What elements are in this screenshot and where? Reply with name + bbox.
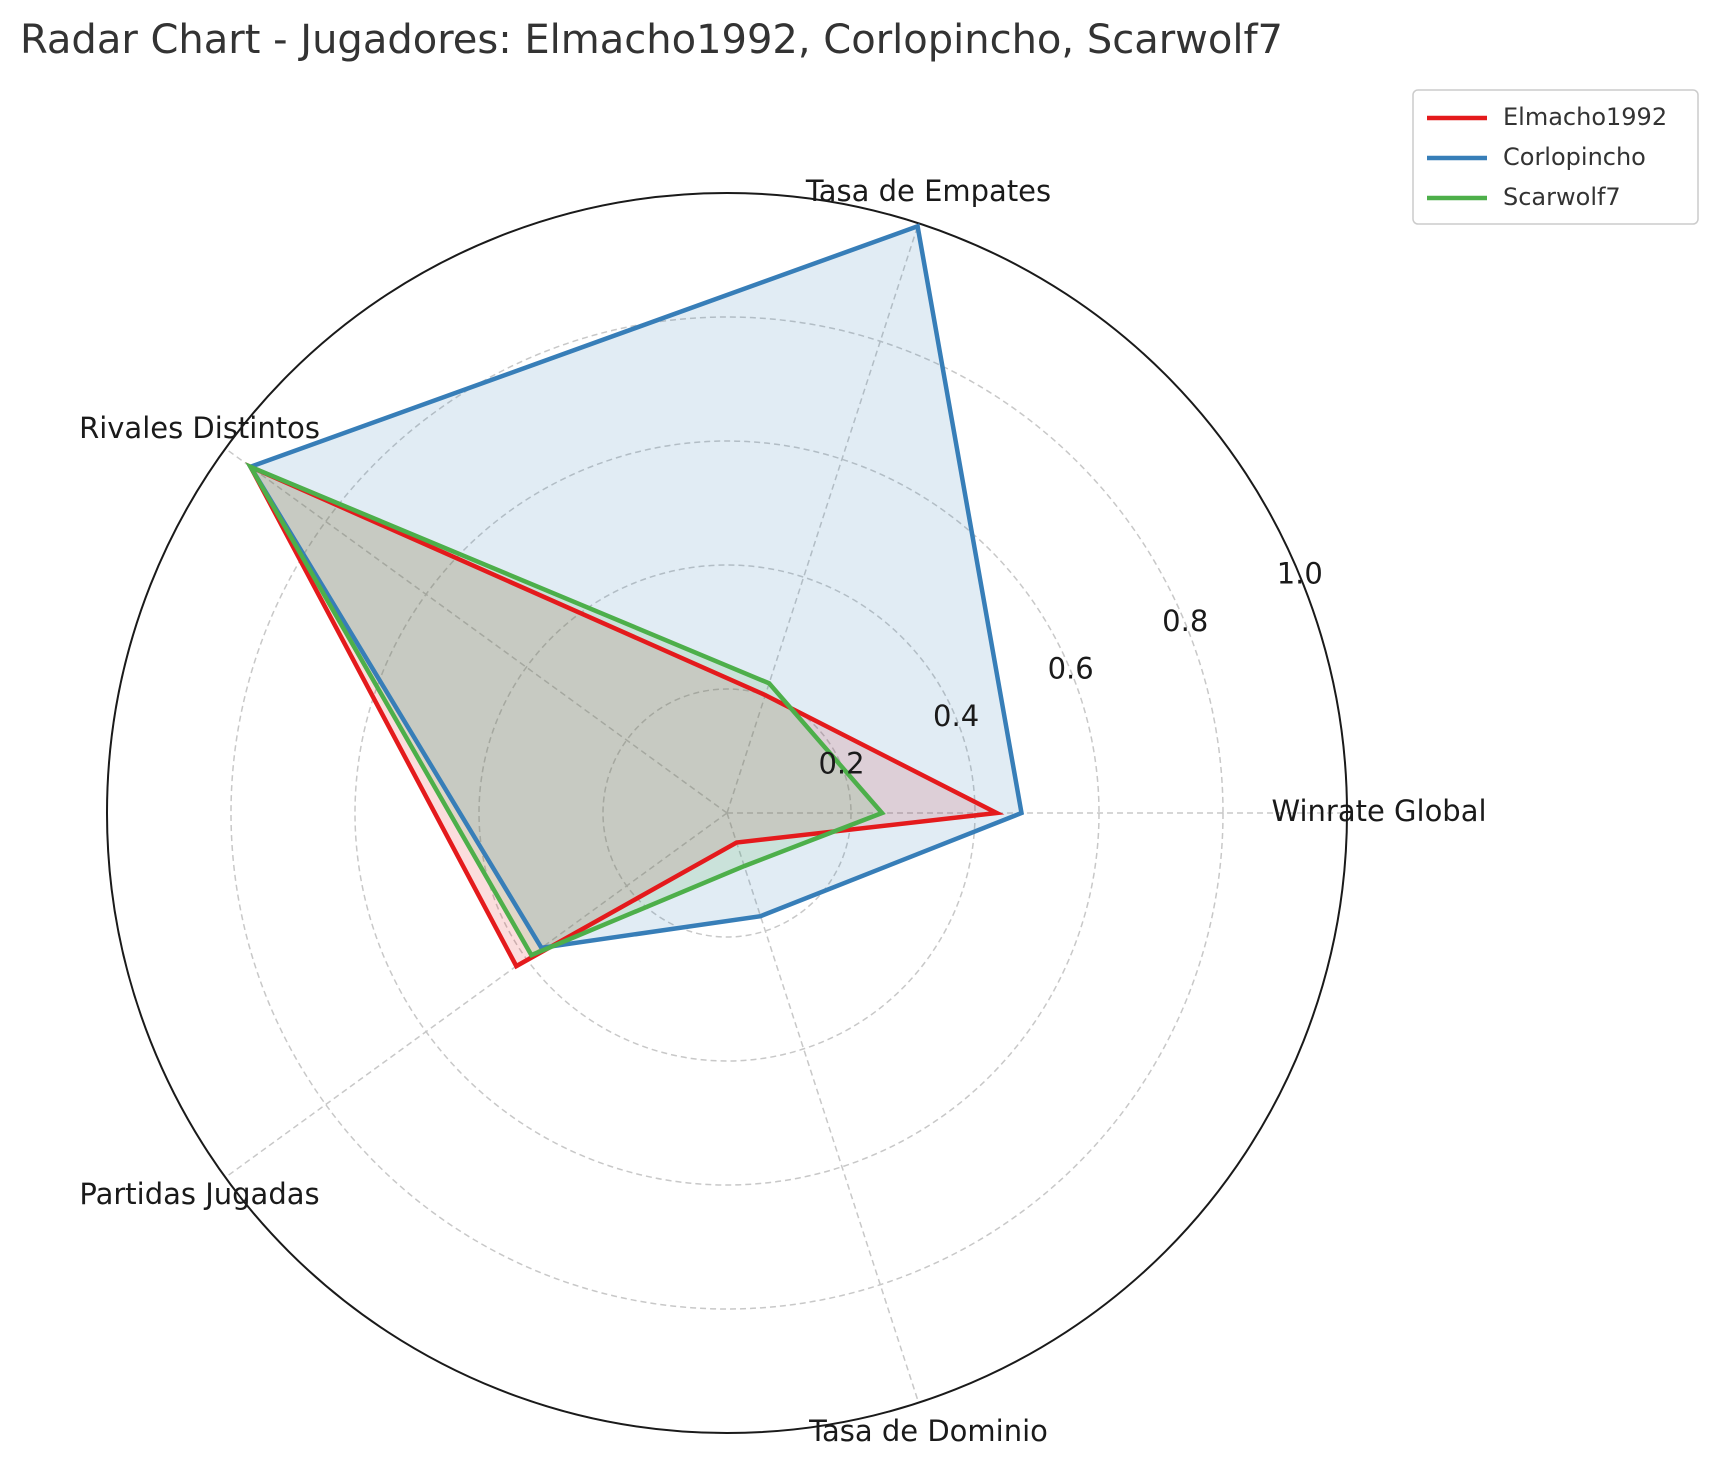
legend-label-2: Scarwolf7 bbox=[1503, 183, 1621, 211]
series-fill-1 bbox=[250, 226, 1022, 948]
legend-label-1: Corlopincho bbox=[1503, 143, 1646, 171]
tick-label-1: 0.4 bbox=[933, 699, 979, 733]
legend-label-0: Elmacho1992 bbox=[1503, 103, 1667, 131]
tick-label-3: 0.8 bbox=[1162, 604, 1208, 638]
series-line-0 bbox=[245, 462, 1005, 970]
spoke-1 bbox=[726, 223, 920, 814]
series-fill-0 bbox=[250, 466, 997, 967]
radar-series bbox=[245, 223, 1025, 970]
radar-grid bbox=[106, 192, 1348, 1434]
grid-circle-1 bbox=[478, 564, 976, 1062]
spoke-3 bbox=[224, 812, 728, 1179]
axis-label-1: Tasa de Empates bbox=[805, 174, 1051, 208]
tick-label-0: 0.2 bbox=[818, 747, 864, 781]
legend: Elmacho1992 Corlopincho Scarwolf7 bbox=[1412, 89, 1699, 225]
legend-box bbox=[1412, 89, 1699, 225]
axis-label-2: Rivales Distintos bbox=[79, 411, 320, 445]
radar-labels: Winrate Global Tasa de Empates Rivales Dis… bbox=[79, 174, 1486, 1448]
tick-label-2: 0.6 bbox=[1048, 652, 1094, 686]
series-line-2 bbox=[245, 462, 886, 958]
axis-label-3: Partidas Jugadas bbox=[79, 1177, 319, 1211]
tick-label-4: 1.0 bbox=[1277, 557, 1323, 591]
axis-label-0: Winrate Global bbox=[1271, 794, 1486, 828]
polar-frame bbox=[106, 192, 1348, 1434]
spoke-2 bbox=[224, 447, 728, 814]
axis-label-4: Tasa de Dominio bbox=[808, 1414, 1048, 1448]
spoke-4 bbox=[726, 812, 920, 1403]
series-line-1 bbox=[247, 223, 1025, 951]
chart-title: Radar Chart - Jugadores: Elmacho1992, Co… bbox=[20, 17, 1283, 63]
series-fill-2 bbox=[250, 466, 882, 956]
